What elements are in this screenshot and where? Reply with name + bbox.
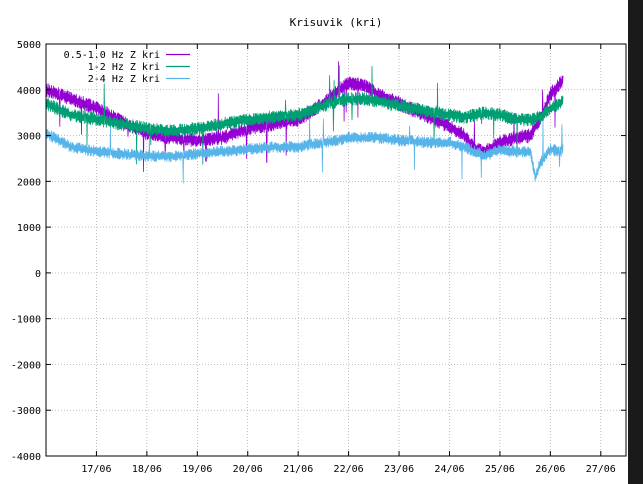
x-tick-label: 24/06 bbox=[434, 464, 464, 475]
y-tick-label: -3000 bbox=[11, 406, 41, 417]
x-tick-label: 20/06 bbox=[233, 464, 263, 475]
y-tick-label: 0 bbox=[35, 269, 41, 280]
x-tick-label: 23/06 bbox=[384, 464, 414, 475]
x-tick-label: 22/06 bbox=[334, 464, 364, 475]
y-tick-label: 4000 bbox=[17, 86, 41, 97]
legend-label-2: 2-4 Hz Z kri bbox=[88, 74, 160, 85]
legend-label-0: 0.5-1.0 Hz Z kri bbox=[64, 50, 160, 61]
y-tick-label: -1000 bbox=[11, 315, 41, 326]
x-tick-label: 21/06 bbox=[283, 464, 313, 475]
y-tick-label: 5000 bbox=[17, 40, 41, 51]
series-group bbox=[45, 61, 564, 184]
y-tick-label: -2000 bbox=[11, 360, 41, 371]
y-tick-label: 3000 bbox=[17, 132, 41, 143]
y-tick-label: 1000 bbox=[17, 223, 41, 234]
x-tick-label: 25/06 bbox=[485, 464, 515, 475]
chart-frame: Krisuvik (kri) -4000 -3000 -2000 -1000 0 1000… bbox=[0, 0, 628, 484]
x-axis: 17/06 18/06 19/06 20/06 21/06 22/06 23/06 24/06… bbox=[81, 44, 616, 475]
chart-title: Krisuvik (kri) bbox=[290, 16, 383, 29]
plot-border bbox=[45, 43, 627, 457]
seismic-tremor-chart: Krisuvik (kri) -4000 -3000 -2000 -1000 0 1000… bbox=[11, 16, 627, 475]
series-line-1 bbox=[45, 65, 564, 165]
series-line-2 bbox=[45, 117, 564, 184]
x-tick-label: 18/06 bbox=[132, 464, 162, 475]
x-tick-label: 27/06 bbox=[586, 464, 616, 475]
legend-label-1: 1-2 Hz Z kri bbox=[88, 62, 160, 73]
y-tick-label: 2000 bbox=[17, 177, 41, 188]
x-tick-label: 17/06 bbox=[81, 464, 111, 475]
y-axis: -4000 -3000 -2000 -1000 0 1000 2000 3000 4000 500… bbox=[11, 40, 626, 463]
x-tick-label: 26/06 bbox=[535, 464, 565, 475]
y-tick-label: -4000 bbox=[11, 452, 41, 463]
x-tick-label: 19/06 bbox=[182, 464, 212, 475]
